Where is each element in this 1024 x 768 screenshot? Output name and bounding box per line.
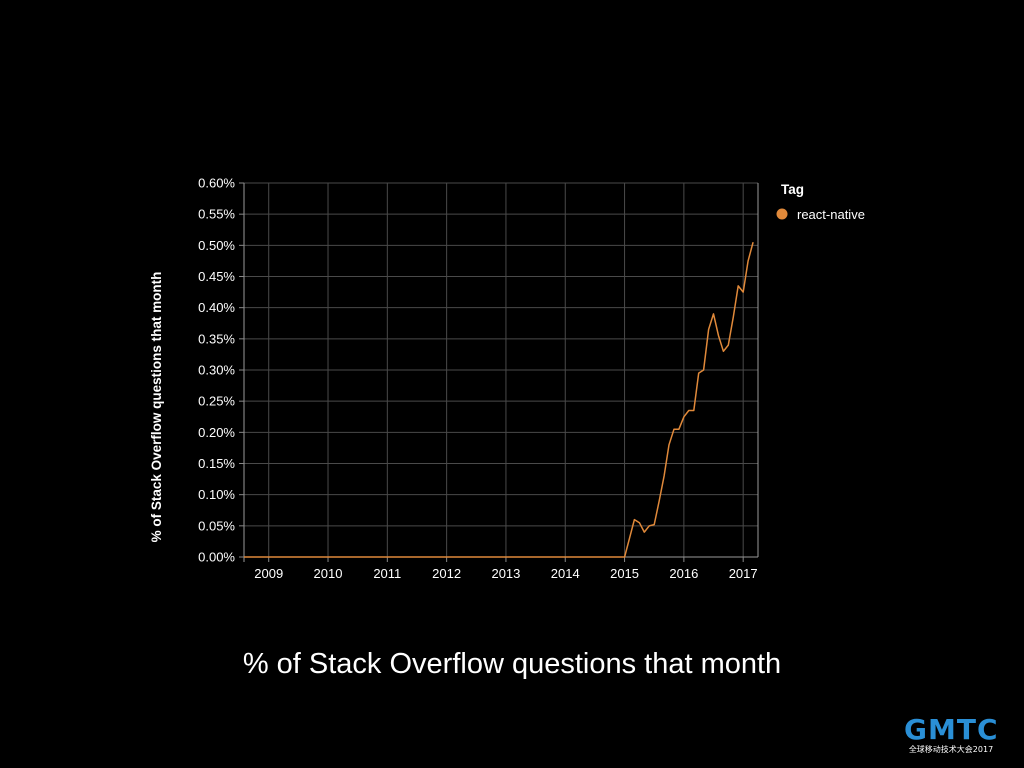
y-tick-label: 0.60% [198,176,235,191]
y-tick-label: 0.50% [198,238,235,253]
y-tick-label: 0.20% [198,425,235,440]
x-axis-ticks: 2009 2010 2011 2012 2013 2014 2015 2016 2017 [254,557,758,581]
series-line-react-native [244,242,754,558]
y-tick-label: 0.10% [198,487,235,502]
x-tick-label: 2017 [729,566,758,581]
y-axis-ticks: 0.00% 0.05% 0.10% 0.15% 0.20% 0.25% 0.30% 0.35%… [198,176,244,565]
y-tick-label: 0.25% [198,394,235,409]
legend-label-react-native: react-native [797,207,865,222]
y-tick-label: 0.15% [198,456,235,471]
x-tick-label: 2012 [432,566,461,581]
grid-lines [244,182,758,557]
y-tick-label: 0.00% [198,550,235,565]
legend: Tag react-native [776,182,865,222]
x-tick-label: 2010 [314,566,343,581]
logo-wordmark: GMTC [904,713,999,746]
series-lines [244,242,754,558]
axes [243,183,759,562]
y-tick-label: 0.35% [198,331,235,346]
legend-swatch-react-native [776,208,788,220]
x-tick-label: 2014 [551,566,580,581]
x-tick-label: 2015 [610,566,639,581]
slide-caption: % of Stack Overflow questions that month [242,648,782,680]
y-tick-label: 0.40% [198,300,235,315]
y-tick-label: 0.30% [198,363,235,378]
y-axis-title: % of Stack Overflow questions that month [149,272,164,543]
x-tick-label: 2011 [373,566,401,581]
y-tick-label: 0.45% [198,269,235,284]
gmtc-logo: GMTC 全球移动技术大会2017 [904,716,998,756]
logo-subtitle: 全球移动技术大会2017 [908,745,994,754]
legend-title: Tag [781,182,804,197]
y-tick-label: 0.05% [198,518,235,533]
x-tick-label: 2013 [491,566,520,581]
x-tick-label: 2016 [669,566,698,581]
x-tick-label: 2009 [254,566,283,581]
y-tick-label: 0.55% [198,207,235,222]
